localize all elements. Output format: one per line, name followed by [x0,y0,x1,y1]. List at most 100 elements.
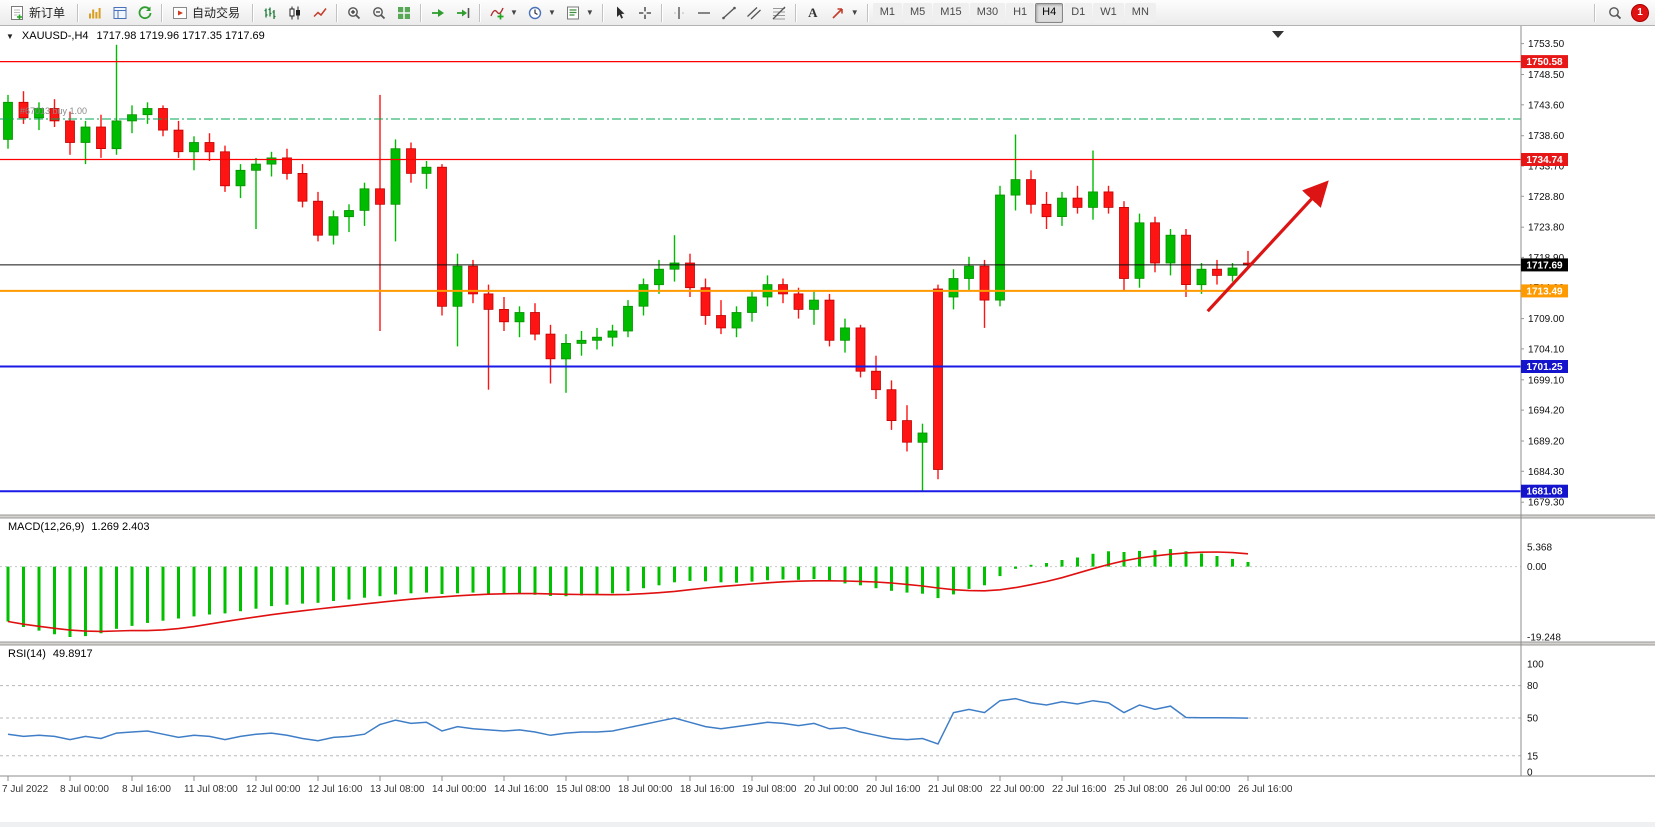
svg-text:1699.10: 1699.10 [1528,375,1565,386]
candlestick-button[interactable] [283,2,307,24]
data-window-icon [113,6,127,19]
svg-text:20 Jul 00:00: 20 Jul 00:00 [804,784,859,795]
shift-marker-icon[interactable] [1272,31,1284,38]
tile-windows-button[interactable] [392,2,416,24]
channel-button[interactable] [742,2,766,24]
svg-text:20 Jul 16:00: 20 Jul 16:00 [866,784,921,795]
indicators-icon [490,7,504,19]
svg-text:26 Jul 16:00: 26 Jul 16:00 [1238,784,1293,795]
svg-text:13 Jul 08:00: 13 Jul 08:00 [370,784,425,795]
vertical-line-button[interactable] [667,2,691,24]
svg-text:7 Jul 2022: 7 Jul 2022 [2,784,49,795]
zoom-out-icon [373,6,386,19]
timeframe-m5-button[interactable]: M5 [903,2,933,23]
price-marker: 1681.08 [1521,484,1568,498]
search-button[interactable] [1603,2,1627,24]
svg-text:1679.30: 1679.30 [1528,498,1565,509]
timeframe-h4-button[interactable]: H4 [1035,2,1064,23]
new-order-button[interactable]: 新订单 [4,2,73,24]
candlestick-icon [289,6,301,19]
toolbar-separator [479,3,482,22]
svg-text:12 Jul 00:00: 12 Jul 00:00 [246,784,301,795]
notification-badge[interactable]: 1 [1631,3,1649,22]
zoom-out-button[interactable] [367,2,391,24]
chevron-down-icon: ▼ [547,8,556,17]
chart-canvas[interactable]: 5.368 0.00 -19.248 100 80 50 15 0 1753.50 1748.50… [0,26,1655,822]
timeframe-w1-button[interactable]: W1 [1093,2,1124,23]
arrows-icon [832,7,843,19]
text-tool-button[interactable]: A [801,2,825,24]
svg-text:1734.74: 1734.74 [1526,155,1563,166]
price-marker: 1717.69 [1521,258,1568,272]
svg-text:1704.10: 1704.10 [1528,344,1565,355]
autotrading-button[interactable]: 自动交易 [167,2,248,24]
navigator-icon [138,5,152,19]
search-icon [1609,6,1622,19]
chevron-down-icon: ▼ [850,8,859,17]
order-label: #67013 buy 1.00 [20,106,88,116]
price-marker: 1750.58 [1521,55,1568,69]
navigator-button[interactable] [133,2,157,24]
svg-text:19 Jul 08:00: 19 Jul 08:00 [742,784,797,795]
svg-text:1750.58: 1750.58 [1526,57,1563,68]
arrows-tool-button[interactable]: ▼ [826,2,863,24]
trend-arrow[interactable] [1206,180,1329,313]
horizontal-line-button[interactable] [692,2,716,24]
fibonacci-button[interactable] [767,2,791,24]
one-click-trading-toggle[interactable]: ▼ [6,31,14,41]
chart-background [0,26,1655,822]
svg-text:14 Jul 00:00: 14 Jul 00:00 [432,784,487,795]
indicators-button[interactable]: ▼ [485,2,522,24]
svg-text:8 Jul 00:00: 8 Jul 00:00 [60,784,109,795]
macd-values: 1.269 2.403 [91,521,150,533]
macd-axis-label: 0.00 [1527,562,1547,573]
market-watch-button[interactable] [83,2,107,24]
svg-text:21 Jul 08:00: 21 Jul 08:00 [928,784,983,795]
templates-button[interactable]: ▼ [561,2,598,24]
timeframe-d1-button[interactable]: D1 [1064,2,1093,23]
zoom-in-button[interactable] [342,2,366,24]
periods-button[interactable]: ▼ [523,2,560,24]
horizontal-line-icon [697,11,710,14]
price-marker: 1713.49 [1521,284,1568,298]
toolbar-separator [794,3,797,22]
bar-chart-button[interactable] [258,2,282,24]
svg-text:26 Jul 00:00: 26 Jul 00:00 [1176,784,1231,795]
trendline-button[interactable] [717,2,741,24]
chevron-down-icon: ▼ [510,8,518,17]
macd-axis-label: -19.248 [1527,633,1561,644]
cursor-button[interactable] [608,2,632,24]
pane-splitter[interactable] [0,514,1655,519]
data-window-button[interactable] [108,2,132,24]
timeframe-h1-button[interactable]: H1 [1006,2,1035,23]
toolbar-separator [336,3,339,22]
auto-scroll-icon [432,8,445,17]
trendline-icon [721,6,736,19]
timeframe-m15-button[interactable]: M15 [933,2,969,23]
time-axis[interactable]: 7 Jul 2022 8 Jul 00:00 8 Jul 16:00 11 Jul 0… [2,776,1293,795]
timeframe-m1-button[interactable]: M1 [872,2,902,23]
svg-text:1753.50: 1753.50 [1528,39,1565,50]
rsi-axis-label: 15 [1527,751,1539,762]
svg-text:1728.80: 1728.80 [1528,192,1565,203]
svg-text:25 Jul 08:00: 25 Jul 08:00 [1114,784,1169,795]
macd-axis-label: 5.368 [1527,543,1552,554]
auto-scroll-button[interactable] [426,2,450,24]
pane-splitter[interactable] [0,641,1655,646]
crosshair-button[interactable] [633,2,657,24]
chart-window[interactable]: 5.368 0.00 -19.248 100 80 50 15 0 1753.50 1748.50… [0,26,1655,822]
rsi-axis-label: 0 [1527,768,1533,779]
svg-text:1717.69: 1717.69 [1526,260,1563,271]
main-toolbar: 新订单 自动交易 ▼ ▼ ▼ A ▼ M1 M5 M15 M30 H1 H4 D… [0,0,1655,26]
line-chart-button[interactable] [308,2,332,24]
rsi-axis-label: 100 [1527,660,1544,671]
timeframe-mn-button[interactable]: MN [1124,2,1156,23]
price-marker: 1734.74 [1521,153,1568,166]
line-chart-icon [313,7,327,17]
svg-text:1713.49: 1713.49 [1526,286,1563,297]
chart-shift-button[interactable] [451,2,475,24]
timeframe-m30-button[interactable]: M30 [969,2,1006,23]
new-order-icon [11,5,23,20]
toolbar-separator [660,3,663,22]
rsi-axis-label: 50 [1527,714,1539,725]
